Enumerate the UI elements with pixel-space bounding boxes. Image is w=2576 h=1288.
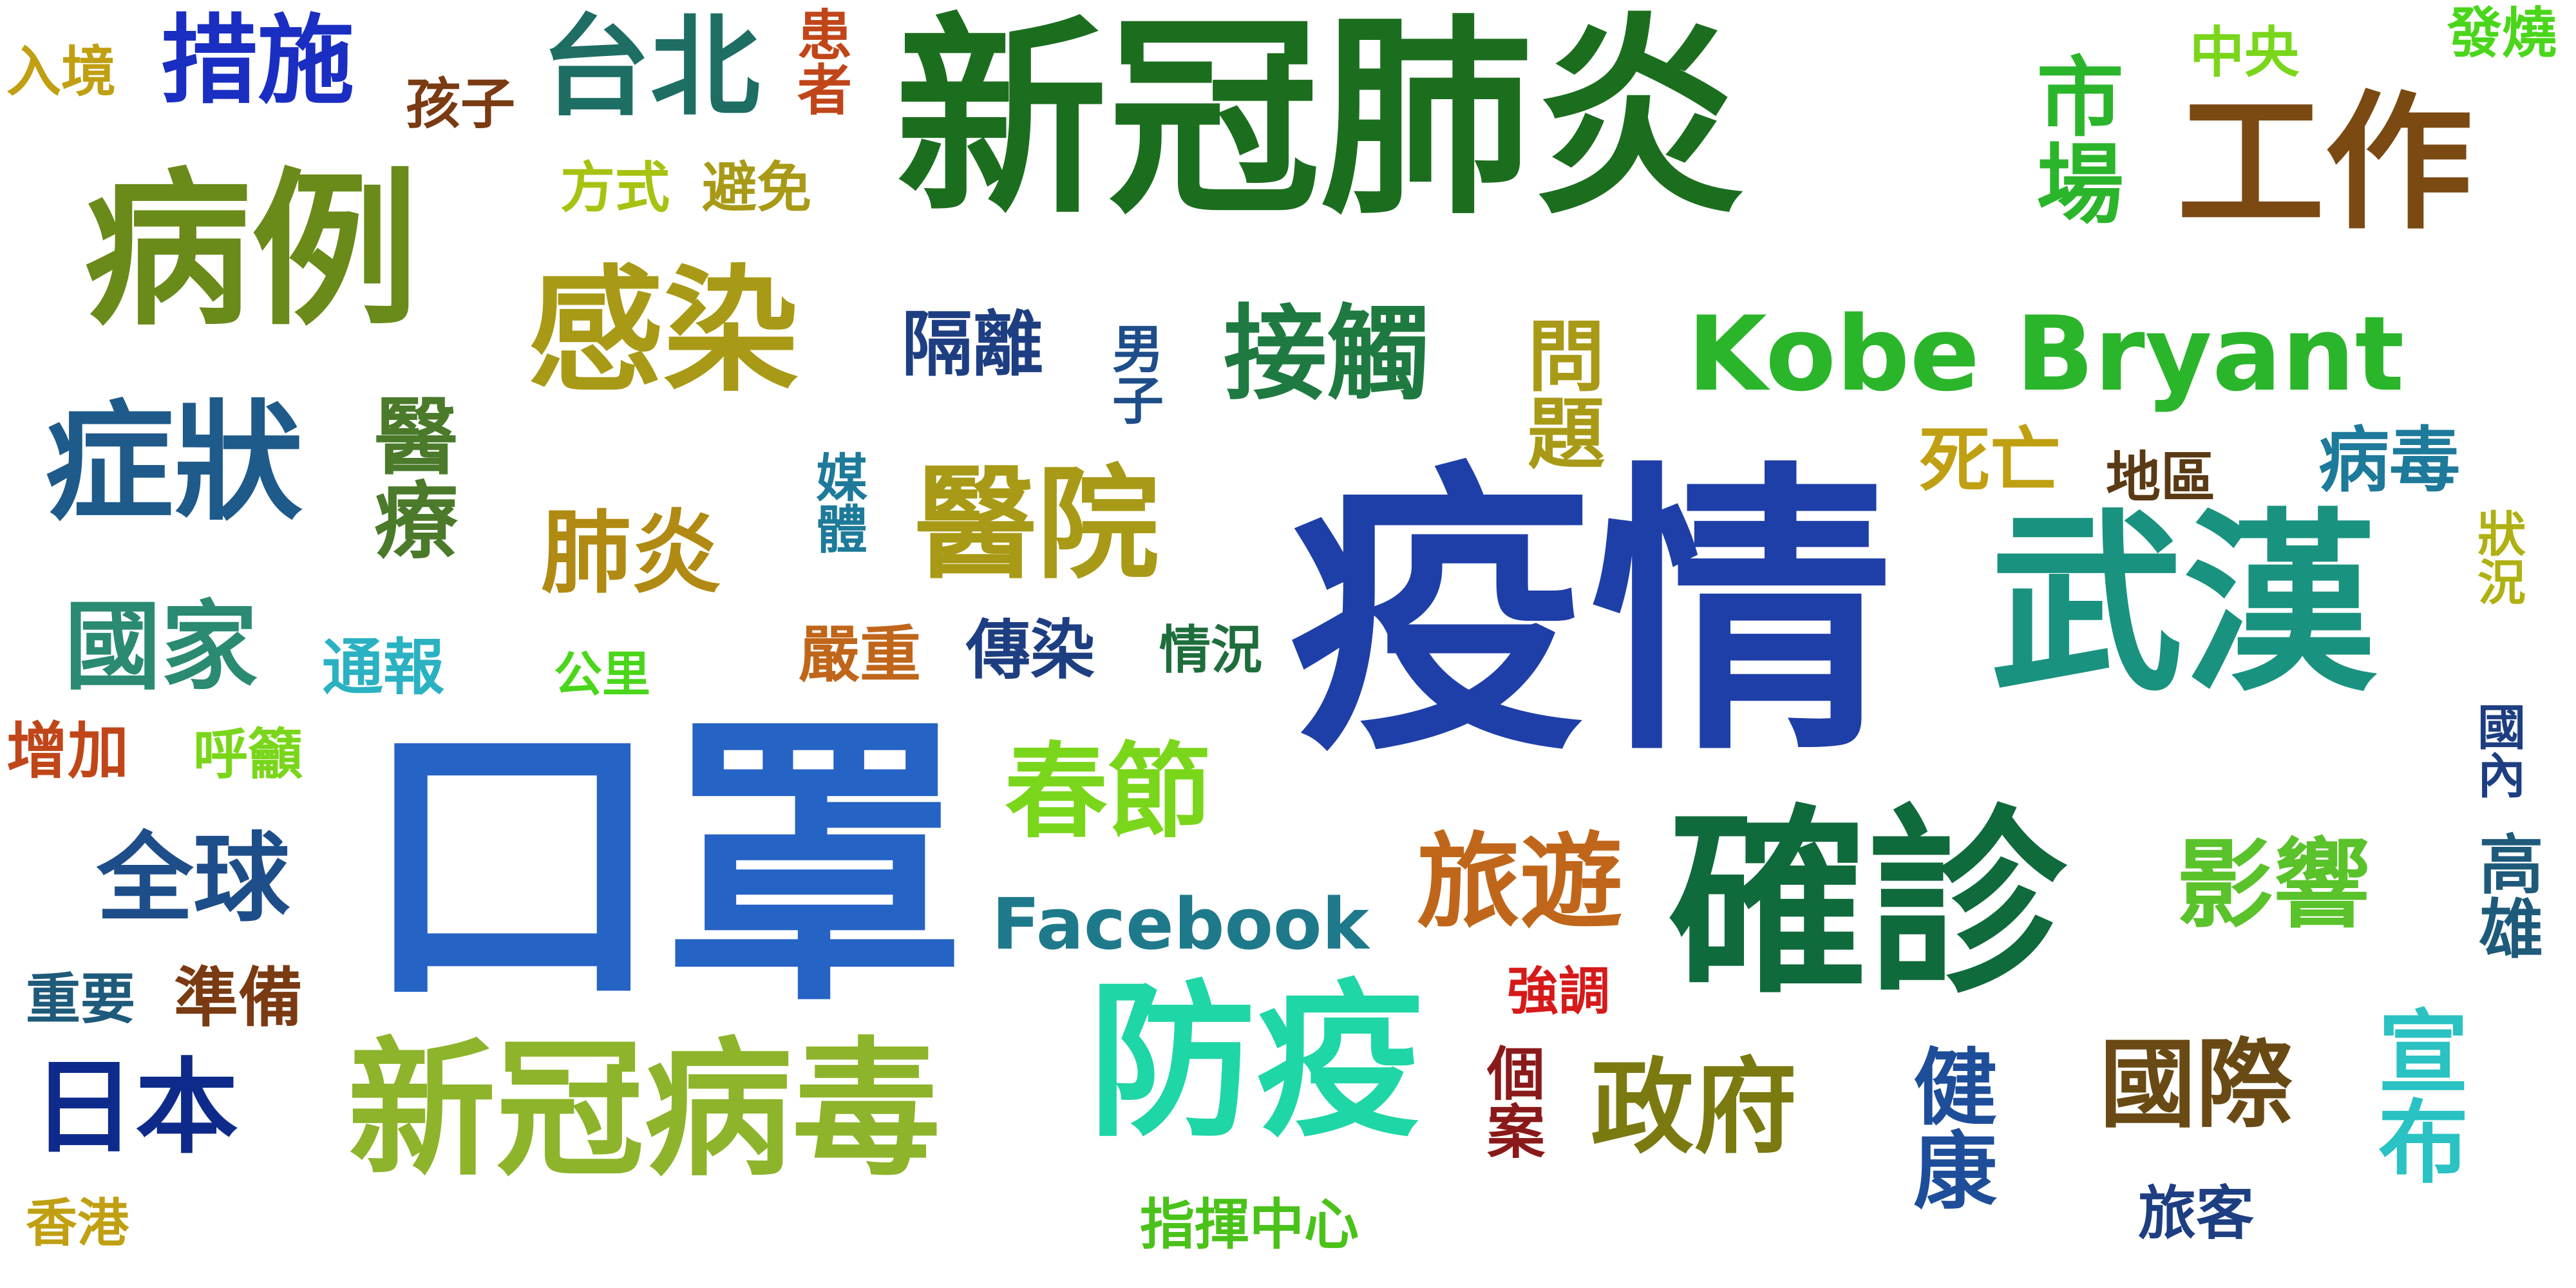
word-rujing: 入境 xyxy=(6,41,117,104)
word-lvke: 旅客 xyxy=(2138,1180,2254,1247)
word-taibei: 台北 xyxy=(541,4,761,131)
word-yiqing: 疫情 xyxy=(1288,439,1893,791)
word-gaoxiong: 高雄 xyxy=(2468,831,2543,960)
word-yanzhong: 嚴重 xyxy=(799,620,922,690)
word-haizi: 孩子 xyxy=(406,73,516,137)
word-zhuangkuang: 狀況 xyxy=(2469,509,2526,605)
word-gean: 個案 xyxy=(1477,1043,1544,1159)
word-shichang: 市場 xyxy=(2022,52,2123,225)
word-zhihui-zhongxin: 指揮中心 xyxy=(1140,1193,1359,1257)
word-guojia: 國家 xyxy=(64,591,258,703)
word-gongzuo: 工作 xyxy=(2177,78,2474,250)
word-xianggang: 香港 xyxy=(26,1193,129,1253)
word-gongli: 公里 xyxy=(554,646,651,703)
word-zhongyang: 中央 xyxy=(2190,21,2300,85)
word-nanzi: 男子 xyxy=(1104,322,1164,425)
word-jiankang: 健康 xyxy=(1899,1043,1997,1211)
word-zengjia: 增加 xyxy=(6,716,129,787)
word-huyu: 呼籲 xyxy=(193,723,303,787)
word-diqu: 地區 xyxy=(2106,446,2216,510)
word-geli: 隔離 xyxy=(902,303,1043,386)
word-xinguan-bingdu: 新冠病毒 xyxy=(348,1025,941,1197)
word-jiechu: 接觸 xyxy=(1224,294,1430,414)
word-feiyan: 肺炎 xyxy=(541,501,722,606)
word-fashao: 發燒 xyxy=(2447,2,2557,66)
word-bingli: 病例 xyxy=(84,154,419,348)
word-quezhen: 確診 xyxy=(1668,788,2067,1021)
word-wuhan: 武漢 xyxy=(1990,493,2376,717)
word-kobe-bryant: Kobe Bryant xyxy=(1687,294,2405,414)
word-meiti: 媒體 xyxy=(808,451,867,554)
word-zhunbei: 準備 xyxy=(174,960,303,1036)
word-chuanran: 傳染 xyxy=(966,612,1095,688)
word-lvyou: 旅遊 xyxy=(1417,822,1624,942)
word-tongbao: 通報 xyxy=(322,632,445,703)
word-siwang: 死亡 xyxy=(1919,419,2061,502)
word-guonei: 國內 xyxy=(2469,702,2526,799)
word-xinguan-feiyan: 新冠肺炎 xyxy=(895,0,1745,243)
word-wenti: 問題 xyxy=(1514,316,1604,470)
word-zhongyao: 重要 xyxy=(26,968,136,1032)
word-fangyi: 防疫 xyxy=(1088,965,1423,1160)
word-facebook: Facebook xyxy=(992,883,1369,965)
word-huanzhe: 患者 xyxy=(788,6,851,116)
word-qingkuang: 情況 xyxy=(1159,620,1262,680)
word-ganran: 感染 xyxy=(528,252,799,410)
word-bingdu: 病毒 xyxy=(2318,419,2460,502)
word-fangshi: 方式 xyxy=(560,156,670,220)
word-yiliao: 醫療 xyxy=(360,393,458,560)
word-quanqiu: 全球 xyxy=(97,823,290,935)
word-xuanbu: 宣布 xyxy=(2363,1005,2468,1185)
word-yiyuan: 醫院 xyxy=(914,453,1160,596)
word-tixing: 提醒 xyxy=(431,807,535,867)
word-qiangdiao: 強調 xyxy=(1507,961,1610,1021)
word-yingxiang: 影響 xyxy=(2177,829,2371,942)
word-kouzhao: 口罩 xyxy=(361,690,966,1042)
word-bimian: 避免 xyxy=(702,156,812,220)
word-zhengzhuang: 症狀 xyxy=(45,388,303,538)
word-guoji: 國際 xyxy=(2099,1029,2293,1141)
word-zhengfu: 政府 xyxy=(1591,1047,1797,1168)
word-chunjie: 春節 xyxy=(1005,732,1211,852)
word-cuoshi: 措施 xyxy=(161,5,355,117)
word-riben: 日本 xyxy=(32,1047,239,1168)
